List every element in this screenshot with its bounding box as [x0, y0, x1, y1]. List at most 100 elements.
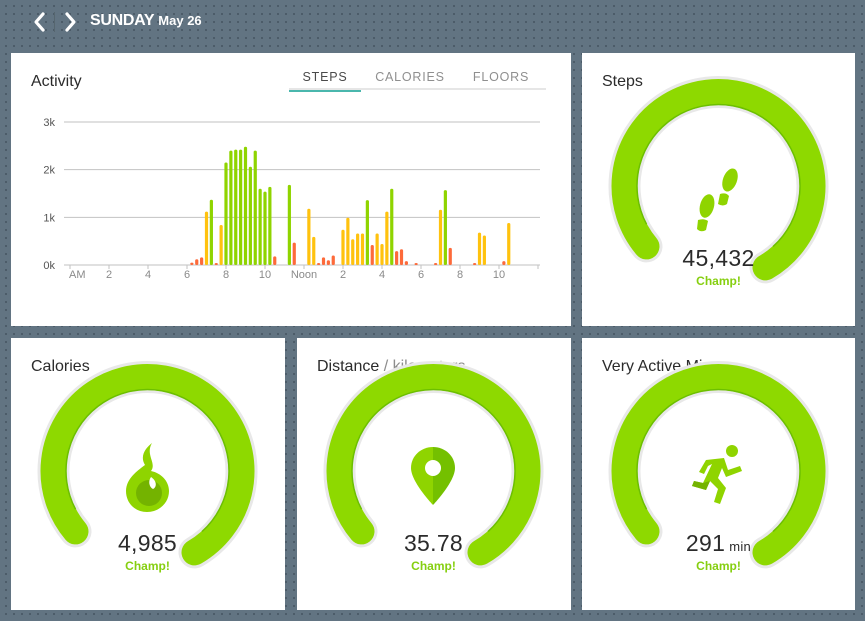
activity-bar[interactable]: [448, 247, 452, 265]
activity-bar[interactable]: [287, 184, 291, 265]
activity-bar[interactable]: [390, 188, 394, 265]
activity-bar[interactable]: [273, 256, 277, 265]
activity-bar[interactable]: [195, 259, 199, 265]
activity-bar[interactable]: [380, 244, 384, 265]
activity-bar[interactable]: [482, 235, 486, 265]
gauge-inner-edge: [351, 388, 516, 533]
day-of-week: SUNDAY: [90, 12, 155, 29]
calories-title-text: Calories: [31, 358, 90, 375]
x-tick-label: 2: [340, 269, 346, 281]
activity-bar[interactable]: [248, 166, 252, 265]
activity-bar[interactable]: [209, 199, 213, 265]
activity-bar[interactable]: [399, 249, 404, 265]
gauge-inner-edge: [636, 103, 801, 248]
activity-bar[interactable]: [341, 229, 345, 265]
activity-bar[interactable]: [370, 244, 374, 265]
activity-bar[interactable]: [190, 262, 194, 265]
x-tick-label: 10: [259, 269, 271, 281]
distance-title-text: Distance: [317, 358, 380, 375]
steps-status: Champ!: [696, 274, 741, 288]
activity-bar[interactable]: [321, 257, 326, 265]
gauge-fill: [611, 364, 826, 566]
activity-tabs: STEPS CALORIES FLOORS: [289, 70, 546, 92]
activity-bar[interactable]: [268, 186, 272, 265]
activity-bar[interactable]: [360, 233, 365, 265]
activity-bar[interactable]: [263, 191, 267, 265]
activity-bar[interactable]: [312, 236, 316, 265]
steps-tile[interactable]: Steps 45,432 Champ!: [582, 53, 855, 326]
active-gauge: 291 min Champ!: [582, 338, 855, 610]
activity-card: 0k 1k 2k 3k AM 2 4 6 8 10 Noon 2 4 6 8 10 Activity STEP…: [11, 53, 571, 326]
activity-bar[interactable]: [346, 217, 350, 265]
activity-bar[interactable]: [200, 257, 204, 265]
activity-bar[interactable]: [292, 242, 296, 265]
activity-bar[interactable]: [243, 146, 248, 265]
active-value: 291 min: [582, 530, 855, 557]
activity-bar[interactable]: [219, 224, 223, 265]
activity-bar[interactable]: [204, 211, 209, 265]
chevron-left-icon: [34, 12, 45, 32]
activity-bar[interactable]: [356, 233, 360, 265]
gauge-fill: [326, 364, 541, 566]
x-tick-label: AM: [69, 269, 86, 281]
activity-bar[interactable]: [224, 162, 228, 265]
activity-bar[interactable]: [375, 233, 379, 265]
activity-bar[interactable]: [502, 261, 506, 265]
month-day: May 26: [158, 13, 202, 28]
very-active-mins-tile[interactable]: Very Active Mins 291 min Champ!: [582, 338, 855, 610]
activity-bar[interactable]: [507, 223, 511, 265]
activity-bar[interactable]: [229, 150, 233, 265]
activity-bar[interactable]: [234, 149, 238, 265]
activity-bar[interactable]: [307, 208, 311, 265]
footsteps-icon: [697, 168, 738, 232]
activity-bar[interactable]: [477, 232, 482, 265]
steps-gauge: 45,432 Champ!: [582, 53, 855, 325]
activity-bar[interactable]: [317, 263, 321, 265]
x-tick-label: Noon: [291, 269, 317, 281]
activity-bar[interactable]: [239, 149, 243, 265]
y-tick-label: 0k: [43, 260, 55, 272]
active-value-text: 291: [685, 530, 726, 556]
calories-title: Calories: [31, 358, 90, 376]
flame-icon: [126, 443, 169, 512]
tab-steps[interactable]: STEPS: [289, 70, 361, 92]
activity-bar[interactable]: [443, 190, 447, 265]
steps-progress-arc: [608, 76, 829, 284]
activity-bar[interactable]: [258, 188, 262, 265]
activity-bar[interactable]: [253, 150, 257, 265]
activity-bar[interactable]: [331, 255, 335, 265]
calories-gauge: 4,985 Champ!: [11, 338, 284, 610]
x-tick-label: 10: [493, 269, 505, 281]
tab-floors[interactable]: FLOORS: [472, 70, 530, 84]
gauge-fill: [40, 364, 255, 566]
activity-bar[interactable]: [214, 263, 218, 265]
current-date: SUNDAY May 26: [90, 12, 202, 30]
activity-bar[interactable]: [404, 261, 408, 265]
active-progress-arc: [608, 361, 829, 569]
distance-value: 35.78: [297, 530, 570, 557]
active-unit: min: [729, 539, 752, 554]
gauge-fill: [611, 79, 826, 281]
activity-bar[interactable]: [438, 209, 443, 265]
activity-bar[interactable]: [434, 263, 438, 265]
x-tick-label: 4: [145, 269, 151, 281]
distance-progress-arc: [323, 361, 544, 569]
tab-calories[interactable]: CALORIES: [375, 70, 445, 84]
calories-progress-arc: [37, 361, 258, 569]
calories-tile[interactable]: Calories 4,985 Champ!: [11, 338, 285, 610]
steps-title-text: Steps: [602, 73, 643, 90]
activity-bar[interactable]: [473, 263, 477, 265]
activity-bar[interactable]: [326, 260, 330, 265]
activity-bar[interactable]: [414, 263, 418, 265]
previous-day-button[interactable]: [30, 10, 50, 34]
distance-value-text: 35.78: [403, 530, 464, 556]
x-tick-label: 6: [184, 269, 190, 281]
distance-tile[interactable]: Distance / kilometers 35.78 Champ!: [297, 338, 571, 610]
activity-bar[interactable]: [395, 251, 399, 265]
steps-title: Steps: [602, 73, 643, 91]
next-day-button[interactable]: [60, 10, 80, 34]
steps-value: 45,432: [582, 245, 855, 272]
activity-bar[interactable]: [385, 211, 389, 265]
activity-bar[interactable]: [351, 239, 355, 265]
activity-bar[interactable]: [365, 200, 369, 265]
